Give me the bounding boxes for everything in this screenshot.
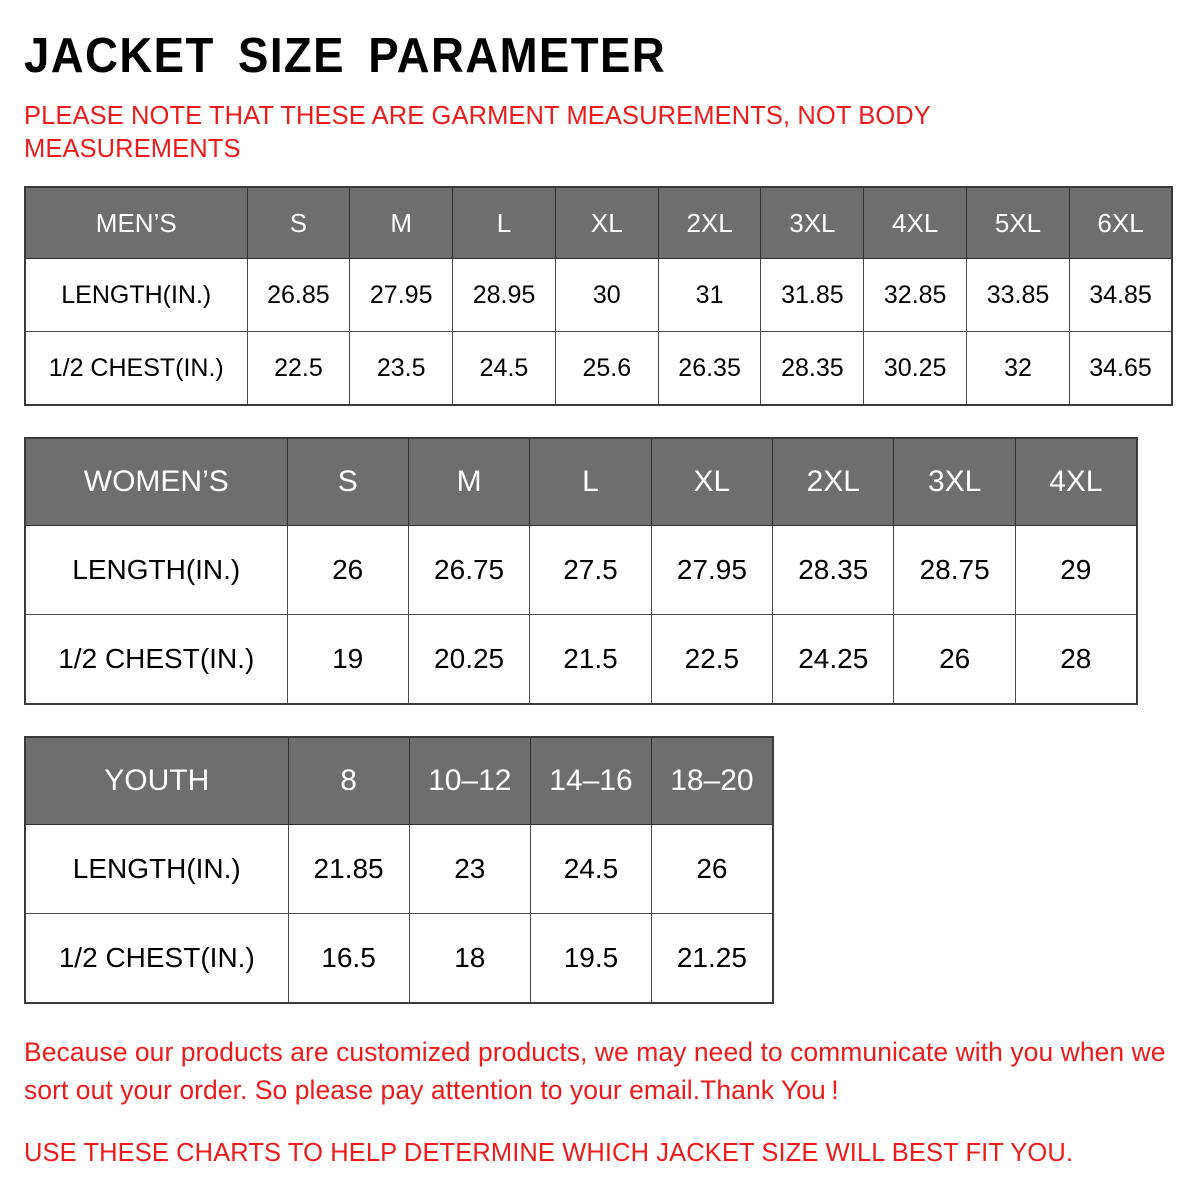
table-row: LENGTH(IN.) 26 26.75 27.5 27.95 28.35 28… [24,525,1138,616]
mens-col-header-l: L [452,186,556,260]
mens-col-header-2xl: 2XL [657,186,762,260]
youth-size-table: YOUTH 8 10–12 14–16 18–20 LENGTH(IN.) 21… [24,736,774,1005]
womens-col-header-l: L [529,437,652,527]
womens-col-header-2xl: 2XL [772,437,895,527]
table-header-row: MEN’S S M L XL 2XL 3XL 4XL 5XL 6XL [24,186,1173,260]
youth-row-label-chest: 1/2 CHEST(IN.) [24,913,289,1004]
chart-usage-note: USE THESE CHARTS TO HELP DETERMINE WHICH… [24,1138,1074,1167]
table-cell: 22.5 [246,331,351,406]
table-cell: 22.5 [650,614,774,705]
table-cell: 28.35 [772,525,895,616]
table-row: LENGTH(IN.) 26.85 27.95 28.95 30 31 31.8… [24,258,1173,333]
womens-row-label-length: LENGTH(IN.) [24,525,288,616]
mens-col-header-5xl: 5XL [966,186,1070,260]
table-cell: 31 [657,258,762,333]
youth-col-header-10-12: 10–12 [408,736,531,826]
table-row: 1/2 CHEST(IN.) 16.5 18 19.5 21.25 [24,913,774,1004]
mens-row-label-chest: 1/2 CHEST(IN.) [24,331,248,406]
table-header-row: WOMEN’S S M L XL 2XL 3XL 4XL [24,437,1138,527]
womens-col-header-4xl: 4XL [1014,437,1138,527]
table-cell: 33.85 [966,258,1070,333]
table-cell: 25.6 [554,331,659,406]
table-cell: 19 [286,614,409,705]
table-cell: 23.5 [349,331,454,406]
table-cell: 24.25 [772,614,895,705]
table-cell: 18 [408,913,531,1004]
table-cell: 24.5 [452,331,556,406]
table-cell: 26 [286,525,409,616]
table-cell: 21.85 [287,824,410,915]
table-cell: 28 [1014,614,1138,705]
table-cell: 21.5 [529,614,652,705]
table-cell: 26 [651,824,774,915]
mens-row-label-length: LENGTH(IN.) [24,258,248,333]
table-row: 1/2 CHEST(IN.) 22.5 23.5 24.5 25.6 26.35… [24,331,1173,406]
table-cell: 26.35 [657,331,762,406]
table-cell: 28.95 [452,258,556,333]
mens-col-header-3xl: 3XL [760,186,865,260]
mens-col-header-4xl: 4XL [863,186,968,260]
womens-col-header-xl: XL [650,437,774,527]
table-cell: 28.35 [760,331,865,406]
mens-col-header-6xl: 6XL [1068,186,1173,260]
womens-col-header-m: M [407,437,531,527]
table-cell: 24.5 [529,824,653,915]
customization-notice: Because our products are customized prod… [24,1037,1166,1105]
table-cell: 26 [893,614,1016,705]
table-cell: 21.25 [651,913,774,1004]
page-title: JACKET SIZE PARAMETER [24,29,667,83]
table-cell: 26.85 [246,258,351,333]
table-cell: 23 [408,824,531,915]
table-header-row: YOUTH 8 10–12 14–16 18–20 [24,736,774,826]
table-cell: 27.5 [529,525,652,616]
table-cell: 16.5 [287,913,410,1004]
womens-col-header-s: S [286,437,409,527]
table-cell: 26.75 [407,525,531,616]
table-cell: 19.5 [529,913,653,1004]
table-cell: 29 [1014,525,1138,616]
table-cell: 27.95 [349,258,454,333]
table-cell: 31.85 [760,258,865,333]
youth-col-header-14-16: 14–16 [529,736,653,826]
youth-row-label-length: LENGTH(IN.) [24,824,289,915]
mens-col-header-s: S [246,186,351,260]
mens-size-table: MEN’S S M L XL 2XL 3XL 4XL 5XL 6XL LENGT… [24,186,1174,407]
womens-row-label-chest: 1/2 CHEST(IN.) [24,614,288,705]
youth-corner-label: YOUTH [24,736,289,826]
youth-col-header-18-20: 18–20 [651,736,774,826]
womens-col-header-3xl: 3XL [893,437,1016,527]
mens-corner-label: MEN’S [24,186,248,260]
table-cell: 34.65 [1068,331,1173,406]
table-cell: 34.85 [1068,258,1173,333]
table-cell: 20.25 [407,614,531,705]
table-cell: 30 [554,258,659,333]
mens-col-header-m: M [349,186,454,260]
table-cell: 28.75 [893,525,1016,616]
youth-col-header-8: 8 [287,736,410,826]
mens-col-header-xl: XL [554,186,659,260]
table-row: 1/2 CHEST(IN.) 19 20.25 21.5 22.5 24.25 … [24,614,1138,705]
womens-corner-label: WOMEN’S [24,437,288,527]
table-row: LENGTH(IN.) 21.85 23 24.5 26 [24,824,774,915]
measurement-disclaimer: PLEASE NOTE THAT THESE ARE GARMENT MEASU… [24,102,931,163]
table-cell: 32.85 [863,258,968,333]
table-cell: 27.95 [650,525,774,616]
table-cell: 30.25 [863,331,968,406]
table-cell: 32 [966,331,1070,406]
womens-size-table: WOMEN’S S M L XL 2XL 3XL 4XL LENGTH(IN.)… [24,437,1138,706]
